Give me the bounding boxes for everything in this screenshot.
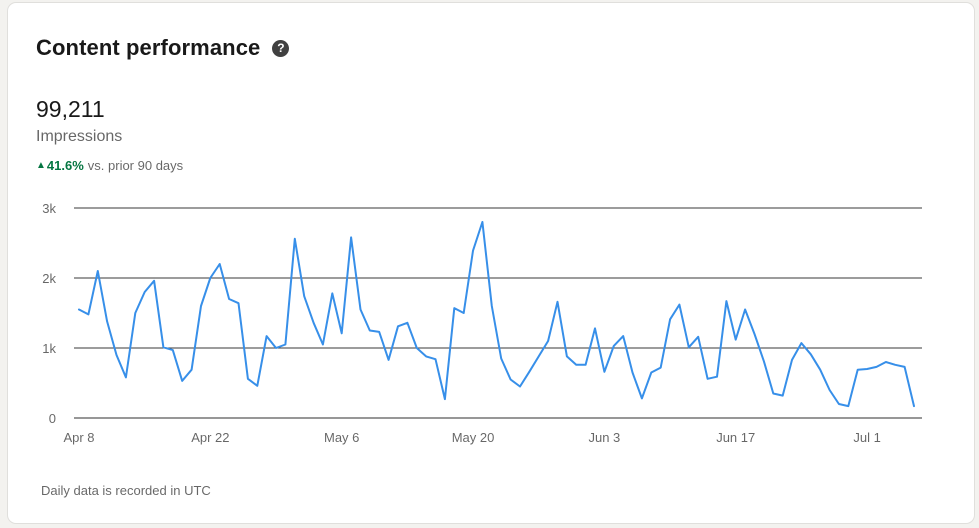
x-tick-label: Jul 1 — [853, 430, 880, 445]
change-row: ▲ 41.6% vs. prior 90 days — [36, 158, 183, 173]
title-row: Content performance ? — [36, 35, 290, 61]
impressions-series-line — [78, 221, 915, 408]
x-tick-label: Jun 17 — [716, 430, 755, 445]
utc-footnote: Daily data is recorded in UTC — [41, 483, 211, 498]
x-tick-label: May 6 — [324, 430, 359, 445]
question-circle-icon[interactable]: ? — [272, 39, 290, 57]
change-suffix: vs. prior 90 days — [87, 158, 184, 173]
change-percent: 41.6% — [46, 158, 84, 173]
card-title: Content performance — [36, 35, 261, 60]
impressions-line-chart: 0 1k 2k 3k Apr 8 Apr 22 May 6 May 20 Jun 3 Jun 17… — [42, 201, 922, 445]
impressions-value: 99,211 — [36, 96, 105, 122]
y-tick-label: 3k — [42, 201, 56, 216]
content-performance-card: Content performance ? 99,211 Impressions… — [8, 3, 974, 523]
y-tick-label: 0 — [49, 411, 56, 426]
impressions-label: Impressions — [36, 128, 123, 145]
x-tick-label: Apr 22 — [191, 430, 229, 445]
arrow-up-icon: ▲ — [36, 160, 46, 171]
change-indicator: ▲ 41.6% — [36, 158, 84, 173]
x-tick-label: Apr 8 — [63, 430, 94, 445]
y-tick-label: 1k — [42, 341, 56, 356]
x-tick-label: Jun 3 — [588, 430, 620, 445]
x-tick-label: May 20 — [452, 430, 495, 445]
y-tick-label: 2k — [42, 271, 56, 286]
